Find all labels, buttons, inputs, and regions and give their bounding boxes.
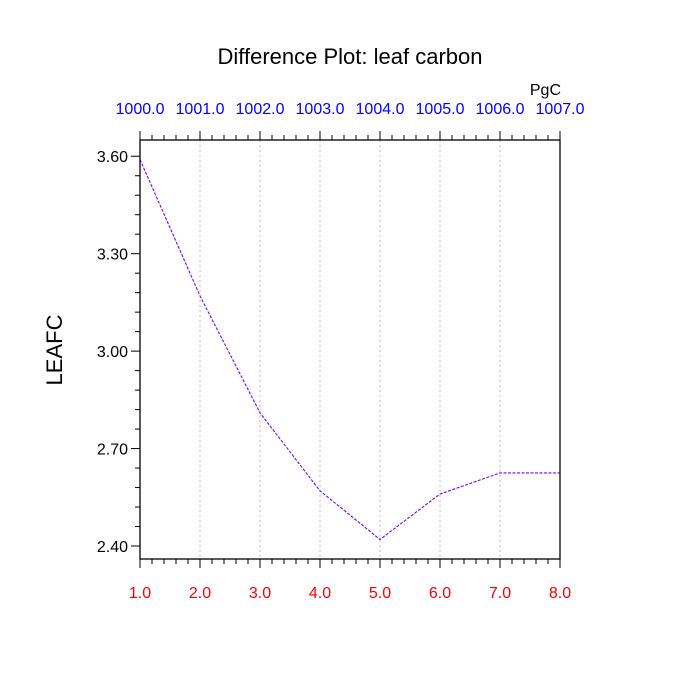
y-tick-label: 2.40	[97, 539, 128, 556]
plot-area	[139, 159, 560, 541]
x-tick-label: 5.0	[369, 585, 391, 602]
y-tick-label: 3.30	[97, 247, 128, 264]
y-tick-label: 3.00	[97, 344, 128, 361]
top-tick-label: 1002.0	[236, 101, 285, 118]
x-tick-label: 7.0	[489, 585, 511, 602]
top-tick-labels: 1000.0 1001.0 1002.0 1003.0 1004.0 1005.0 1006…	[116, 101, 585, 118]
x-tick-label: 8.0	[549, 585, 571, 602]
top-tick-label: 1004.0	[356, 101, 405, 118]
x-tick-label: 1.0	[129, 585, 151, 602]
x-tick-label: 4.0	[309, 585, 331, 602]
x-tick-labels: 1.0 2.0 3.0 4.0 5.0 6.0 7.0 8.0	[129, 585, 571, 602]
series-line	[139, 159, 560, 541]
unit-label: PgC	[530, 82, 561, 99]
top-tick-label: 1001.0	[176, 101, 225, 118]
y-axis-label: LEAFC	[42, 314, 67, 385]
grid-lines	[199, 140, 501, 559]
major-ticks	[131, 131, 561, 568]
top-tick-label: 1000.0	[116, 101, 165, 118]
top-tick-label: 1006.0	[476, 101, 525, 118]
chart-title: Difference Plot: leaf carbon	[218, 44, 483, 69]
x-tick-label: 2.0	[189, 585, 211, 602]
y-tick-label: 3.60	[97, 149, 128, 166]
y-tick-label: 2.70	[97, 442, 128, 459]
plot-frame	[139, 139, 561, 560]
top-tick-label: 1003.0	[296, 101, 345, 118]
x-tick-label: 3.0	[249, 585, 271, 602]
top-tick-label: 1005.0	[416, 101, 465, 118]
minor-ticks	[135, 135, 549, 564]
top-tick-label: 1007.0	[536, 101, 585, 118]
y-tick-labels: 2.40 2.70 3.00 3.30 3.60	[97, 149, 128, 556]
x-tick-label: 6.0	[429, 585, 451, 602]
